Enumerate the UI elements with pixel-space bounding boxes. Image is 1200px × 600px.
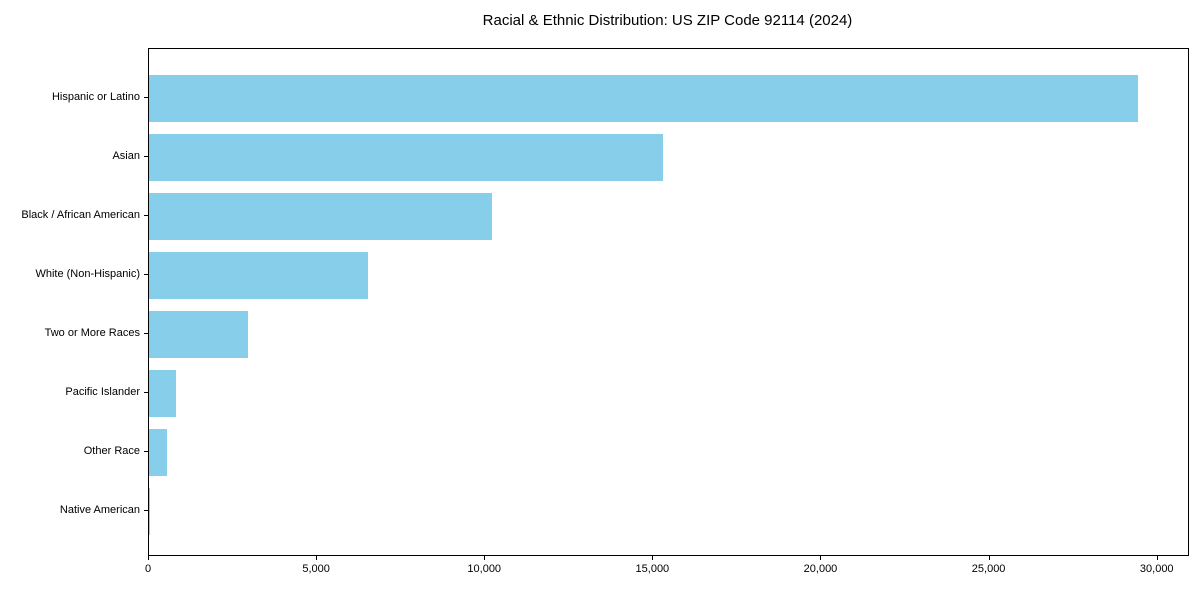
y-tick-mark [144, 97, 148, 98]
x-tick-mark [148, 556, 149, 560]
x-tick-mark [1156, 556, 1158, 560]
x-tick-label-25000: 25,000 [971, 563, 1006, 575]
plot-area [148, 48, 1189, 556]
y-tick-label-two-or-more-races: Two or More Races [44, 327, 140, 339]
x-tick-label-0: 0 [144, 563, 152, 575]
y-tick-label-black-african-american: Black / African American [21, 209, 140, 221]
x-tick-label-15000: 15,000 [635, 563, 670, 575]
y-tick-mark [144, 274, 148, 275]
y-tick-mark [144, 156, 148, 157]
x-tick-mark [988, 556, 990, 560]
x-tick-label-10000: 10,000 [467, 563, 502, 575]
bar-white-non-hispanic [149, 251, 368, 299]
y-tick-mark [144, 333, 148, 334]
bar-native-american [149, 487, 150, 535]
x-tick-label-20000: 20,000 [803, 563, 838, 575]
chart-title: Racial & Ethnic Distribution: US ZIP Cod… [482, 12, 853, 29]
bar-asian [149, 133, 664, 181]
y-tick-label-native-american: Native American [59, 504, 140, 516]
x-tick-mark [316, 556, 318, 560]
y-tick-label-hispanic-or-latino: Hispanic or Latino [51, 91, 140, 103]
y-tick-label-asian: Asian [112, 150, 140, 162]
bar-hispanic-or-latino [149, 74, 1138, 122]
bar-pacific-islander [149, 369, 176, 417]
y-tick-label-white-non-hispanic: White (Non-Hispanic) [35, 268, 140, 280]
y-tick-mark [144, 510, 148, 511]
y-tick-mark [144, 392, 148, 393]
y-tick-mark [144, 215, 148, 216]
bar-black-african-american [149, 192, 492, 240]
x-tick-label-30000: 30,000 [1139, 563, 1174, 575]
x-tick-label-5000: 5,000 [302, 563, 330, 575]
x-tick-mark [820, 556, 822, 560]
y-tick-mark [144, 451, 148, 452]
x-tick-mark [484, 556, 486, 560]
y-tick-label-pacific-islander: Pacific Islander [65, 386, 140, 398]
x-tick-mark [652, 556, 654, 560]
y-tick-label-other-race: Other Race [83, 445, 140, 457]
bar-other-race [149, 428, 168, 476]
bar-two-or-more-races [149, 310, 249, 358]
